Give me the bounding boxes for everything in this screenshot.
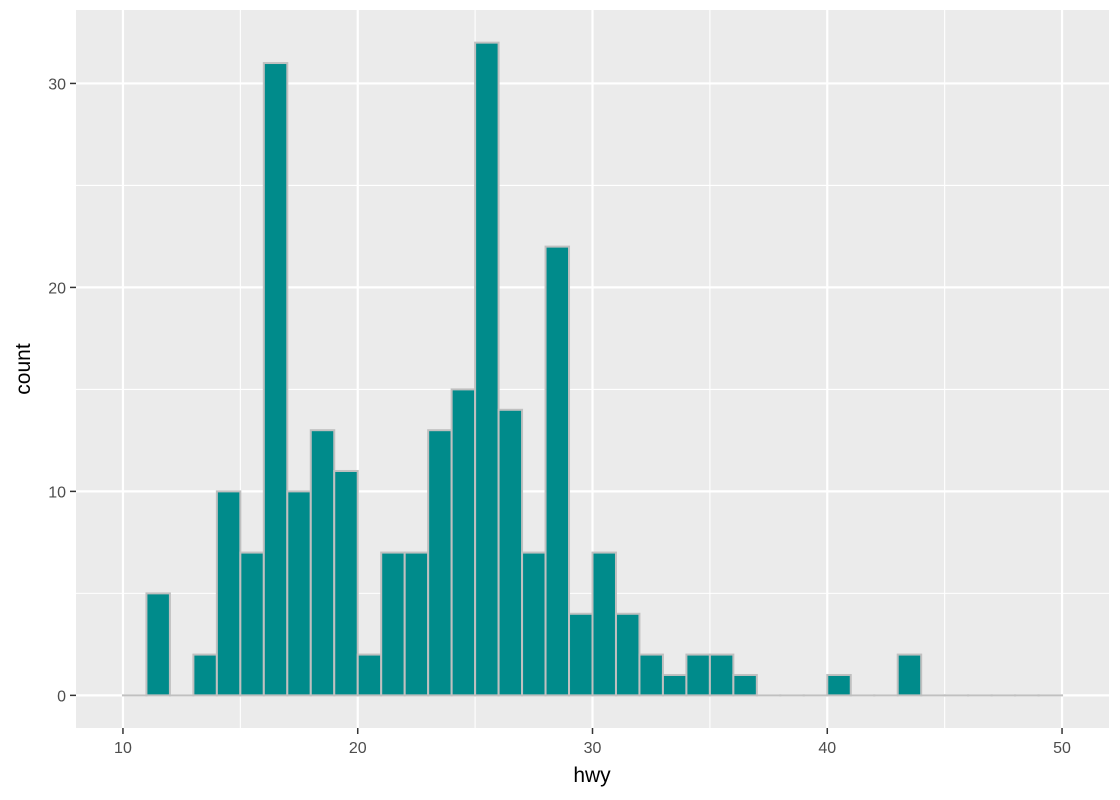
histogram-bar: [239, 551, 265, 697]
histogram-bar: [661, 673, 688, 697]
y-tick-label: 30: [48, 76, 66, 93]
x-tick-label: 40: [818, 740, 836, 757]
x-tick-label: 10: [114, 740, 132, 757]
y-tick-label: 20: [48, 280, 66, 297]
histogram-bar: [427, 429, 453, 697]
histogram-bar: [638, 653, 664, 697]
histogram-bar: [262, 62, 289, 697]
y-axis-ticks: 0 10 20 30: [48, 76, 76, 705]
y-axis-title: count: [12, 343, 35, 395]
histogram-bar: [145, 592, 171, 697]
histogram-bar: [568, 612, 594, 697]
x-tick-label: 50: [1053, 740, 1071, 757]
histogram-bar: [309, 429, 336, 697]
histogram-bar: [732, 673, 758, 697]
histogram-bar: [192, 653, 218, 697]
histogram-bar: [333, 469, 359, 697]
x-axis-ticks: 10 20 30 40 50: [114, 728, 1071, 757]
x-axis-title: hwy: [573, 764, 611, 787]
histogram-bar: [521, 551, 547, 697]
histogram-bar: [403, 551, 430, 697]
histogram-bar: [826, 673, 852, 697]
histogram-bar: [544, 245, 571, 697]
y-tick-label: 0: [57, 688, 66, 705]
histogram-bar: [215, 490, 242, 697]
histogram-bar: [685, 653, 711, 697]
x-tick-label: 20: [349, 740, 367, 757]
histogram-bar: [474, 41, 500, 697]
histogram-bar: [614, 612, 641, 697]
histogram-bar: [497, 408, 524, 697]
histogram-bars: [121, 41, 1064, 697]
histogram-bar: [591, 551, 617, 697]
histogram-bar: [356, 653, 383, 697]
histogram-bar: [450, 388, 477, 697]
x-tick-label: 30: [584, 740, 602, 757]
histogram-bar: [380, 551, 406, 697]
histogram-bar: [708, 653, 735, 697]
histogram-bar: [286, 490, 312, 697]
histogram-bar: [896, 653, 923, 697]
y-tick-label: 10: [48, 484, 66, 501]
